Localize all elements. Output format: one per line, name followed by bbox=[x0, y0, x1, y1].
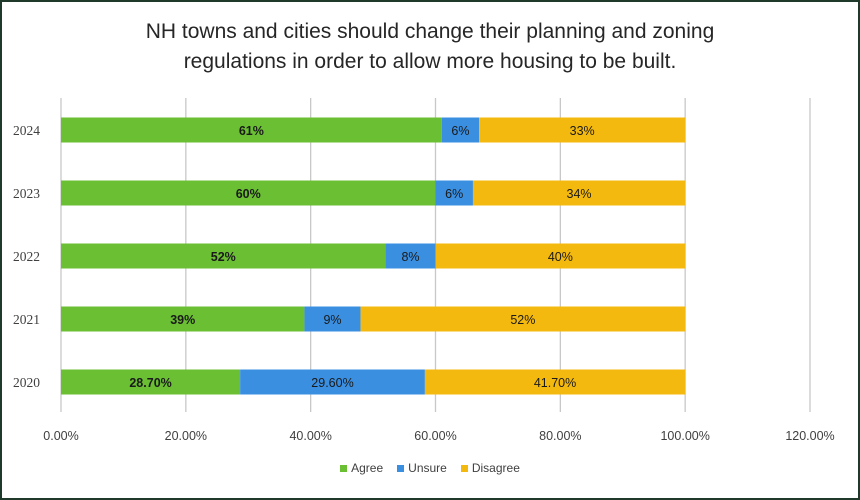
bar-disagree-2021 bbox=[360, 306, 686, 332]
x-tick-label: 40.00% bbox=[289, 429, 331, 443]
bar-unsure-2020 bbox=[240, 369, 425, 395]
data-label-agree-2020: 28.70% bbox=[129, 376, 171, 390]
y-tick-label: 2023 bbox=[13, 186, 40, 201]
bar-agree-2022 bbox=[61, 243, 386, 269]
chart-legend: Agree Unsure Disagree bbox=[0, 461, 860, 475]
legend-swatch-disagree bbox=[460, 464, 468, 472]
bar-unsure-2021 bbox=[304, 306, 361, 332]
bar-unsure-2022 bbox=[385, 243, 436, 269]
chart-title-line-1: NH towns and cities should change their … bbox=[145, 20, 715, 43]
x-tick-label: 100.00% bbox=[660, 429, 709, 443]
x-tick-label: 60.00% bbox=[414, 429, 456, 443]
data-label-unsure-2020: 29.60% bbox=[311, 376, 353, 390]
data-label-disagree-2023: 34% bbox=[567, 187, 592, 201]
data-label-unsure-2022: 8% bbox=[401, 250, 419, 264]
x-tick-label: 120.00% bbox=[785, 429, 834, 443]
data-label-unsure-2023: 6% bbox=[445, 187, 463, 201]
data-label-disagree-2021: 52% bbox=[510, 313, 535, 327]
legend-label: Unsure bbox=[408, 461, 447, 475]
legend-swatch-unsure bbox=[397, 464, 405, 472]
data-label-agree-2023: 60% bbox=[236, 187, 261, 201]
bar-agree-2021 bbox=[61, 306, 305, 332]
bar-agree-2024 bbox=[61, 117, 442, 143]
legend-item-unsure: Unsure bbox=[397, 461, 447, 475]
data-label-disagree-2022: 40% bbox=[548, 250, 573, 264]
y-tick-label: 2021 bbox=[13, 312, 40, 327]
bar-disagree-2023 bbox=[472, 180, 686, 206]
bar-disagree-2024 bbox=[479, 117, 686, 143]
data-label-agree-2022: 52% bbox=[211, 250, 236, 264]
legend-swatch-agree bbox=[340, 464, 348, 472]
data-label-agree-2024: 61% bbox=[239, 124, 264, 138]
legend-item-agree: Agree bbox=[340, 461, 383, 475]
data-label-unsure-2021: 9% bbox=[323, 313, 341, 327]
bar-agree-2023 bbox=[61, 180, 436, 206]
chart-title-line-2: regulations in order to allow more housi… bbox=[183, 50, 677, 73]
x-tick-label: 0.00% bbox=[43, 429, 78, 443]
data-label-unsure-2024: 6% bbox=[451, 124, 469, 138]
y-tick-label: 2024 bbox=[13, 123, 40, 138]
x-tick-label: 20.00% bbox=[165, 429, 207, 443]
bar-agree-2020 bbox=[61, 369, 241, 395]
bar-disagree-2022 bbox=[435, 243, 686, 269]
legend-label: Agree bbox=[351, 461, 384, 475]
y-tick-label: 2022 bbox=[13, 249, 40, 264]
bar-disagree-2020 bbox=[424, 369, 686, 395]
legend-item-disagree: Disagree bbox=[460, 461, 520, 475]
data-label-disagree-2020: 41.70% bbox=[534, 376, 576, 390]
bar-unsure-2024 bbox=[441, 117, 480, 143]
data-label-disagree-2024: 33% bbox=[570, 124, 595, 138]
legend-label: Disagree bbox=[471, 461, 520, 475]
data-label-agree-2021: 39% bbox=[170, 313, 195, 327]
x-tick-label: 80.00% bbox=[539, 429, 581, 443]
y-tick-label: 2020 bbox=[13, 375, 40, 390]
bar-unsure-2023 bbox=[435, 180, 473, 206]
